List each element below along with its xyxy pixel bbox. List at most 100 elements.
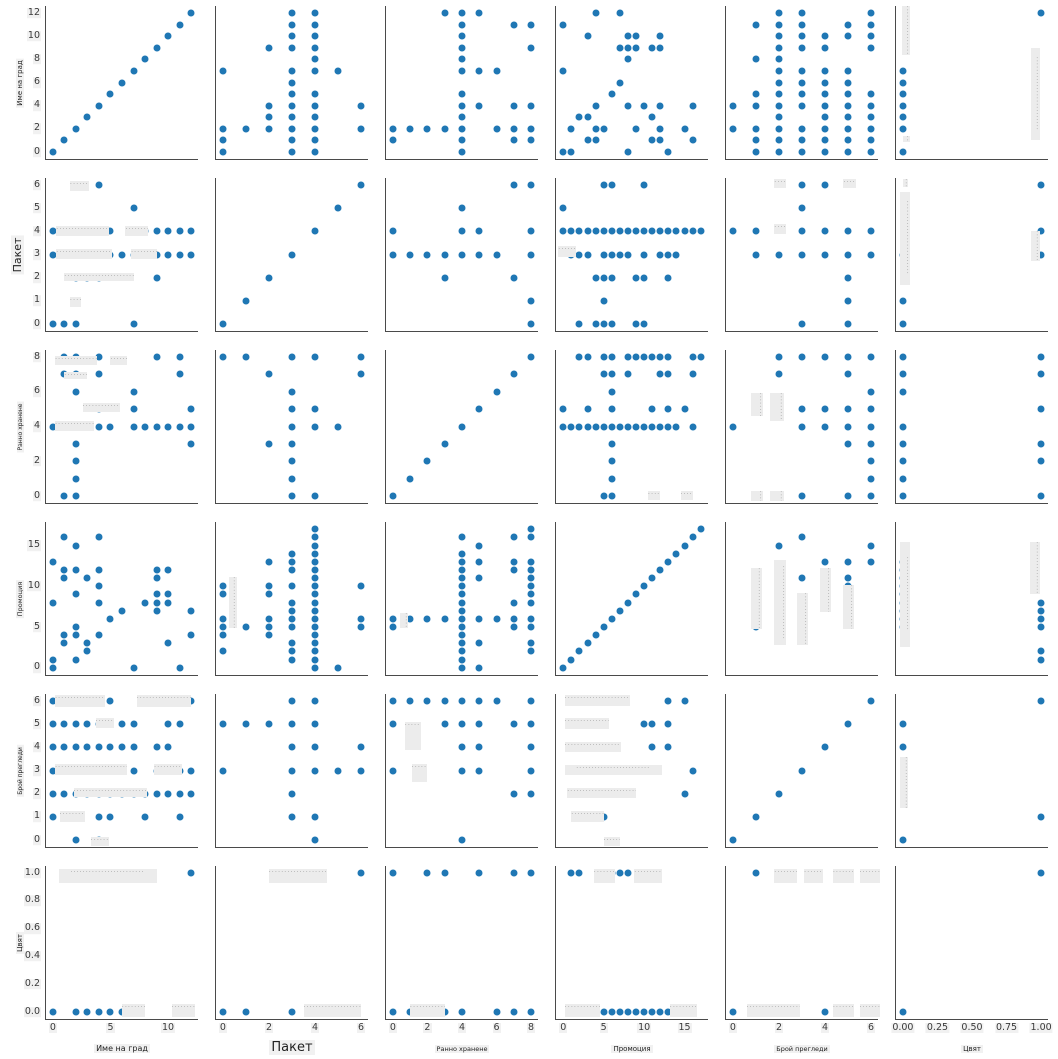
data-point — [527, 102, 535, 110]
data-point — [288, 457, 296, 465]
y-tick-label: 0 — [32, 489, 41, 502]
annotation-box: ························ — [303, 1004, 362, 1017]
data-point — [242, 1008, 250, 1016]
data-point — [798, 67, 806, 75]
data-point — [311, 566, 319, 574]
annotation-box: ························ — [680, 490, 693, 500]
annotation-box: ························ — [751, 393, 763, 417]
y-tick-label: 12 — [26, 6, 41, 19]
data-point — [527, 566, 535, 574]
y-tick-label: 0 — [32, 145, 41, 158]
y-tick-label: 10 — [26, 580, 41, 592]
data-point — [775, 79, 783, 86]
data-point — [49, 148, 57, 156]
data-point — [527, 227, 535, 235]
data-point — [49, 656, 57, 664]
data-point — [867, 405, 875, 413]
data-point — [49, 813, 57, 821]
data-point — [475, 743, 483, 751]
data-point — [60, 790, 68, 798]
data-point — [265, 113, 273, 121]
data-point — [899, 475, 907, 483]
data-point — [311, 405, 319, 413]
y-tick-label: 6 — [32, 385, 41, 397]
data-point — [689, 227, 697, 235]
data-point — [288, 743, 296, 751]
data-point — [632, 1008, 640, 1016]
data-point — [265, 125, 273, 133]
data-point — [219, 647, 227, 655]
data-point — [775, 542, 783, 550]
data-point — [219, 136, 227, 144]
data-point — [176, 720, 184, 728]
data-point — [288, 697, 296, 705]
data-point — [153, 227, 161, 235]
data-point — [624, 44, 632, 52]
data-point — [265, 590, 273, 598]
data-point — [475, 615, 483, 623]
data-point — [656, 353, 664, 361]
data-point — [458, 697, 466, 705]
data-point — [458, 631, 466, 639]
data-point — [592, 423, 600, 430]
annotation-box: ························ — [797, 592, 808, 645]
data-point — [60, 566, 68, 574]
data-point — [752, 148, 760, 156]
data-point — [527, 21, 535, 29]
annotation-box: ························ — [55, 421, 95, 431]
data-point — [798, 251, 806, 258]
x-axis-label: Брой прегледи — [774, 1045, 830, 1053]
data-point — [288, 440, 296, 448]
data-point — [899, 370, 907, 378]
data-point — [527, 590, 535, 598]
data-point — [752, 136, 760, 144]
data-point — [648, 574, 656, 582]
data-point — [775, 90, 783, 98]
data-point — [311, 525, 319, 533]
data-point — [821, 148, 829, 156]
data-point — [844, 558, 852, 566]
data-point — [187, 607, 195, 615]
data-point — [441, 274, 449, 282]
data-point — [689, 136, 697, 144]
data-point — [458, 550, 466, 558]
data-point — [510, 623, 518, 631]
scatter-cell-r4-c1: 0 5 10 15 Промоция — [16, 522, 198, 676]
data-point — [640, 227, 648, 235]
data-point — [775, 55, 783, 63]
data-point — [527, 251, 535, 258]
y-tick-label: 2 — [32, 122, 41, 135]
x-tick-label: 5 — [106, 1022, 115, 1034]
y-tick-label: 4 — [32, 741, 41, 753]
data-point — [288, 353, 296, 361]
data-point — [49, 720, 57, 728]
data-point — [632, 590, 640, 598]
data-point — [288, 125, 296, 133]
data-point — [493, 125, 501, 133]
data-point — [689, 102, 697, 110]
data-point — [729, 836, 737, 844]
data-point — [83, 113, 91, 121]
y-axis-label: Брой прегледи — [17, 744, 24, 797]
data-point — [867, 492, 875, 500]
data-point — [821, 67, 829, 75]
scatter-cell-r4-c3: ························ — [385, 522, 538, 676]
data-point — [106, 813, 114, 821]
y-axis-label: Име на град — [16, 57, 24, 108]
data-point — [624, 32, 632, 40]
annotation-box: ························ — [558, 246, 577, 257]
annotation-box: ························ — [82, 403, 120, 412]
scatter-cell-r2-c4: ························ — [555, 178, 708, 332]
data-point — [95, 423, 103, 430]
data-point — [441, 9, 449, 17]
data-point — [821, 1008, 829, 1016]
data-point — [867, 9, 875, 17]
data-point — [106, 697, 114, 705]
data-point — [311, 533, 319, 541]
y-tick-label: 6 — [32, 178, 41, 191]
data-point — [265, 102, 273, 110]
data-point — [600, 274, 608, 282]
annotation-box: ························ — [900, 191, 910, 285]
data-point — [567, 423, 575, 430]
data-point — [899, 743, 907, 751]
